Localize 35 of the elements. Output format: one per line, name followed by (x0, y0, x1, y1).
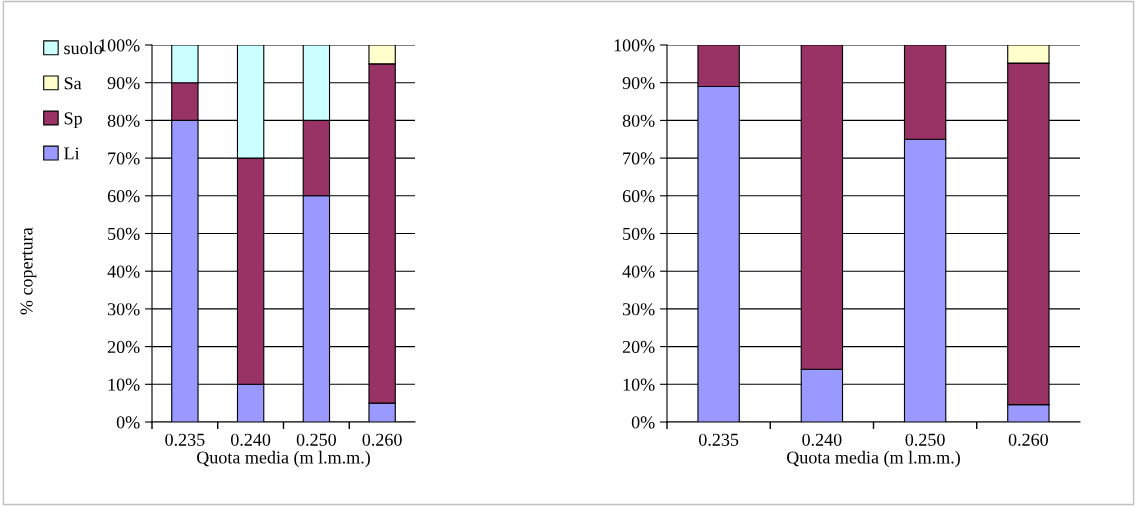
y-tick-label: 0% (116, 416, 140, 429)
x-axis-title: Quota media (m l.m.m.) (196, 450, 370, 468)
y-tick-label: 10% (623, 378, 655, 391)
x-tick-label: 0.260 (362, 433, 402, 446)
y-tick-label: 0% (631, 416, 655, 429)
y-tick-label: 100% (614, 39, 655, 52)
y-tick-label: 80% (622, 114, 655, 127)
y-tick-label: 20% (622, 340, 655, 354)
y-tick-label: 70% (108, 152, 140, 165)
legend-label: Sa (64, 77, 82, 90)
x-tick-label: 0.235 (165, 433, 205, 446)
legend-label: Sp (64, 112, 82, 129)
x-tick-label: 0.250 (296, 433, 336, 446)
x-tick-label: 0.240 (231, 433, 271, 446)
y-tick-label: 60% (107, 190, 140, 203)
y-tick-label: 30% (107, 303, 140, 316)
y-axis-title: % copertura (20, 227, 37, 315)
y-tick-label: 70% (623, 152, 655, 165)
x-tick-label: 0.235 (699, 433, 739, 446)
y-tick-label: 50% (623, 227, 655, 240)
x-tick-label: 0.250 (905, 433, 945, 446)
x-tick-label: 0.240 (802, 433, 842, 446)
y-tick-label: 90% (622, 76, 655, 90)
y-tick-label: 10% (108, 378, 140, 391)
y-tick-label: 40% (107, 265, 140, 278)
x-axis-title: Quota media (m l.m.m.) (786, 450, 960, 468)
y-tick-label: 50% (108, 227, 140, 240)
y-tick-label: 60% (622, 190, 655, 203)
y-tick-label: 80% (107, 114, 140, 127)
x-tick-label: 0.260 (1008, 433, 1048, 446)
y-tick-label: 40% (622, 265, 655, 278)
y-tick-label: 20% (107, 340, 140, 354)
legend-label: Li (64, 147, 80, 160)
y-tick-label: 30% (622, 303, 655, 316)
y-tick-label: 90% (107, 76, 140, 90)
